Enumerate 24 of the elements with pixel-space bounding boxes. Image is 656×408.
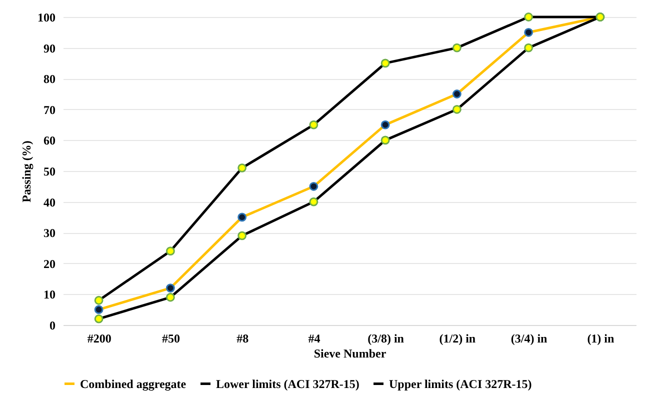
x-tick-label: #200: [87, 332, 112, 346]
x-tick-label: #50: [162, 332, 180, 346]
y-tick-label: 10: [44, 288, 56, 302]
legend-label: Combined aggregate: [80, 376, 187, 391]
x-tick-label: (1/2) in: [439, 332, 476, 346]
y-tick-label: 90: [44, 41, 56, 56]
y-tick-label: 80: [44, 72, 56, 86]
x-tick-label: #8: [236, 332, 249, 346]
x-tick-label: #4: [308, 332, 320, 346]
x-tick-label: (1) in: [587, 332, 615, 346]
y-axis-title: Passing (%): [20, 140, 34, 202]
y-tick-label: 100: [38, 10, 56, 24]
x-axis-title: Sieve Number: [314, 346, 387, 360]
y-tick-label: 50: [44, 164, 56, 178]
y-tick-label: 0: [50, 318, 56, 332]
legend-label: Lower limits (ACI 327R-15): [216, 376, 360, 391]
y-tick-label: 20: [44, 256, 56, 271]
legend-label: Upper limits (ACI 327R-15): [389, 376, 532, 391]
x-tick-label: (3/8) in: [368, 332, 404, 346]
x-tick-label: (3/4) in: [510, 332, 548, 346]
y-tick-label: 60: [44, 134, 56, 148]
y-tick-label: 70: [44, 102, 56, 117]
y-tick-label: 30: [44, 226, 56, 240]
y-tick-label: 40: [44, 195, 56, 210]
